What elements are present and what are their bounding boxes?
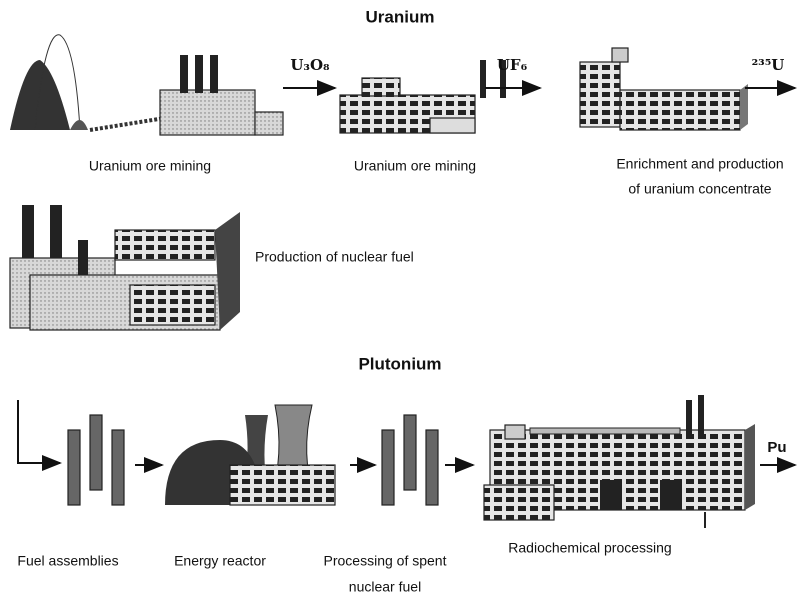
plant-illustration-part	[430, 118, 475, 133]
step-label: Processing of spent	[324, 553, 447, 569]
mine-illustration-part	[195, 55, 203, 93]
step-label: Enrichment and production	[616, 156, 783, 172]
mine-illustration-part	[90, 118, 165, 130]
fuel-plant-illustration-part	[50, 205, 62, 265]
plant-illustration-part	[362, 78, 400, 96]
fuel-plant-illustration-part	[115, 230, 215, 260]
reactor-illustration	[165, 405, 335, 505]
plant-illustration-part	[480, 60, 486, 98]
fuel-rods-illustration	[68, 415, 124, 505]
product-label: U₃O₈	[290, 56, 330, 74]
mine-illustration-part	[70, 120, 88, 130]
step-label: Fuel assemblies	[17, 553, 118, 569]
mine-illustration-part	[10, 60, 70, 130]
fuel-plant-illustration-part	[78, 240, 88, 280]
mine-illustration-part	[255, 112, 283, 135]
section-title: Plutonium	[358, 354, 441, 373]
product-label: ²³⁵U	[752, 56, 785, 74]
radiochemical-plant-illustration	[484, 395, 755, 528]
fuel-plant-illustration-part	[22, 205, 34, 265]
enrichment-illustration-part	[580, 62, 620, 127]
enrichment-illustration-part	[620, 90, 740, 130]
section-title: Uranium	[366, 7, 435, 26]
fuel-rods-illustration-part	[404, 415, 416, 490]
fuel-rods-illustration-part	[112, 430, 124, 505]
step-label: of uranium concentrate	[628, 181, 771, 197]
enrichment-illustration	[580, 48, 748, 130]
fuel-rods-illustration-part	[426, 430, 438, 505]
step-label: Uranium ore mining	[354, 158, 476, 174]
fuel-rods-illustration-part	[68, 430, 80, 505]
fuel-plant-illustration	[10, 205, 240, 330]
mine-illustration	[10, 35, 283, 135]
enrichment-illustration-part	[740, 84, 748, 130]
radiochemical-plant-illustration-part	[600, 480, 622, 510]
fuel-rods-illustration	[382, 415, 438, 505]
fuel-rods-illustration-part	[90, 415, 102, 490]
arrow-part	[18, 400, 60, 463]
mine-illustration-part	[210, 55, 218, 93]
product-label: UF₆	[497, 56, 528, 74]
step-label: Radiochemical processing	[508, 540, 671, 556]
arrow	[18, 400, 60, 463]
fuel-rods-illustration-part	[382, 430, 394, 505]
plant-illustration	[340, 60, 506, 133]
mine-illustration-part	[160, 90, 255, 135]
radiochemical-plant-illustration-part	[686, 400, 692, 435]
diagram: Uranium U₃O₈ UF₆ ²³⁵U Uranium ore mining…	[0, 0, 800, 601]
radiochemical-plant-illustration-part	[484, 485, 554, 520]
radiochemical-plant-illustration-part	[505, 425, 525, 439]
radiochemical-plant-illustration-part	[530, 428, 680, 434]
product-label: Pu	[767, 439, 786, 456]
reactor-illustration-part	[230, 465, 335, 505]
step-label: Production of nuclear fuel	[255, 249, 414, 265]
step-label: Energy reactor	[174, 553, 266, 569]
radiochemical-plant-illustration-part	[745, 424, 755, 510]
enrichment-illustration-part	[612, 48, 628, 62]
step-label: nuclear fuel	[349, 579, 421, 595]
mine-illustration-part	[180, 55, 188, 93]
radiochemical-plant-illustration-part	[698, 395, 704, 435]
radiochemical-plant-illustration-part	[660, 480, 682, 510]
page: {"uranium": {"title": "Uranium", "produc…	[0, 0, 800, 601]
step-label: Uranium ore mining	[89, 158, 211, 174]
fuel-plant-illustration-part	[130, 285, 215, 325]
